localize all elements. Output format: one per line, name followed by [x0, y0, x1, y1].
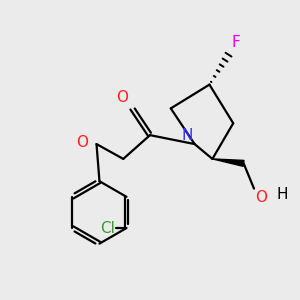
Text: O: O — [116, 90, 128, 105]
Text: O: O — [76, 135, 88, 150]
Text: Cl: Cl — [100, 220, 115, 236]
Text: F: F — [232, 35, 241, 50]
Text: H: H — [276, 187, 288, 202]
Text: N: N — [182, 128, 193, 142]
Polygon shape — [212, 159, 244, 166]
Text: O: O — [256, 190, 268, 205]
